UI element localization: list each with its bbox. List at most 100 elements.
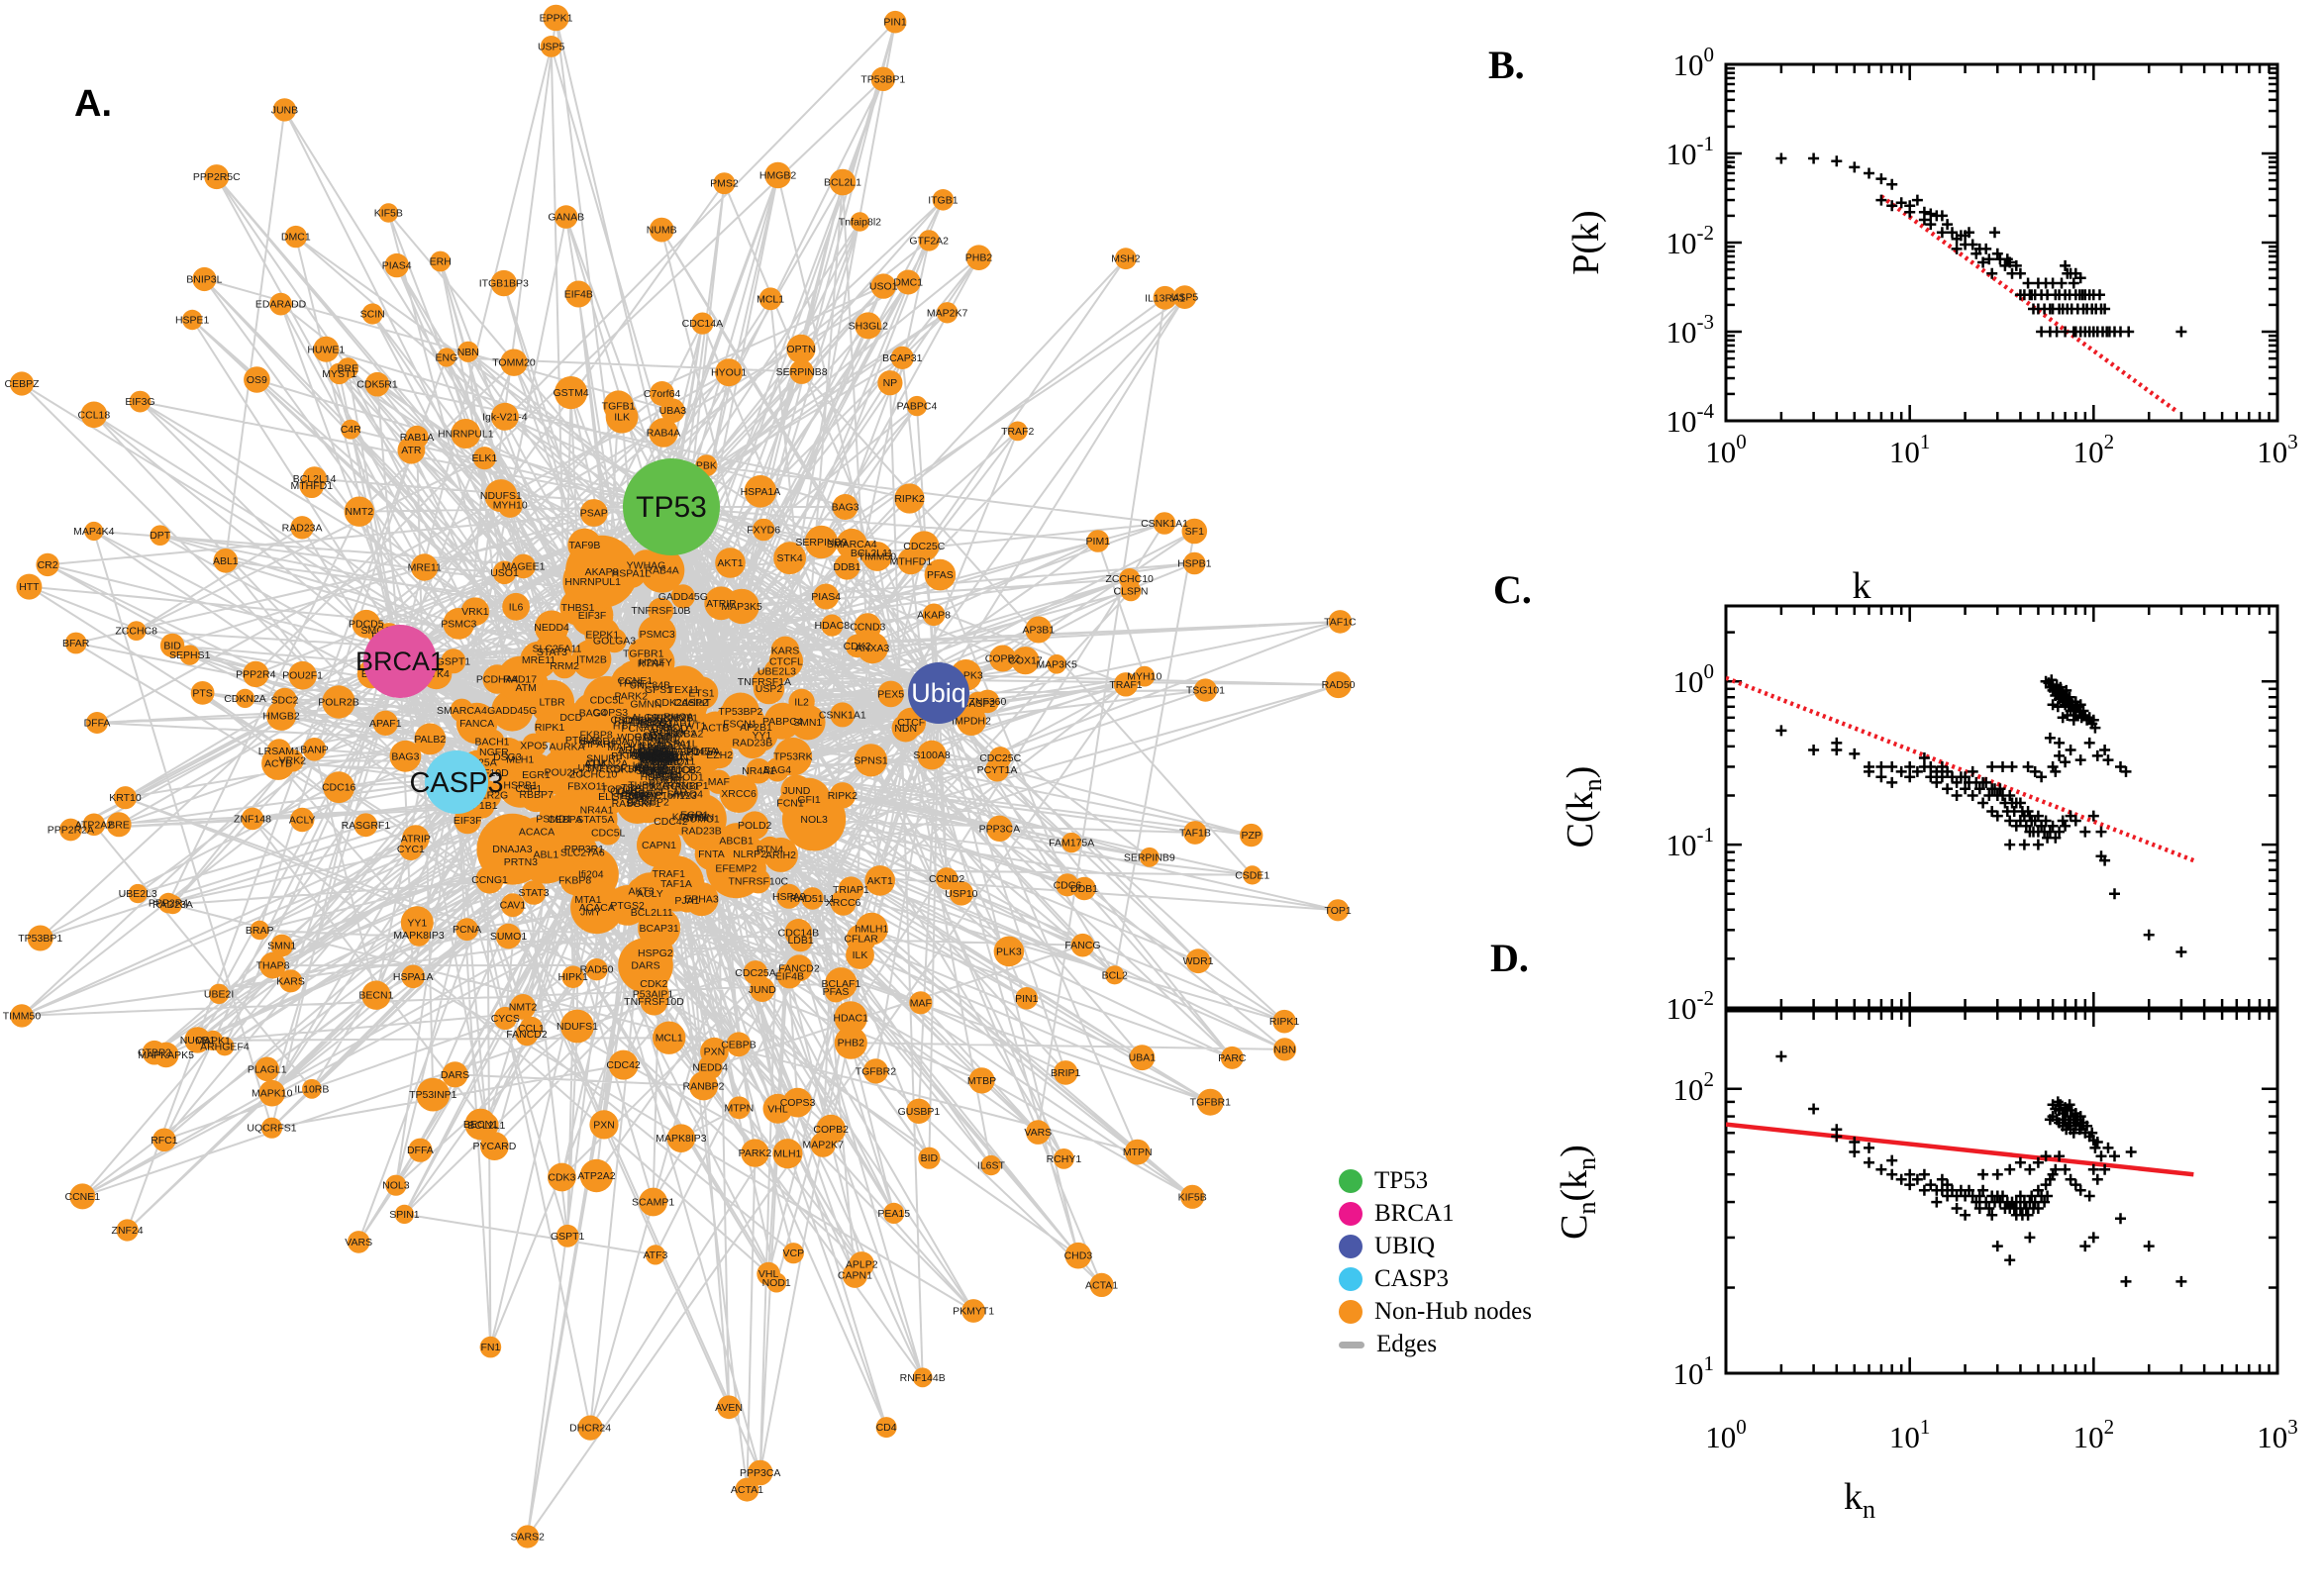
network-node-label: CTCFL [769,655,803,667]
network-node-label: RASGRF1 [612,798,661,810]
network-node-label: EGR1 [680,810,709,822]
network-node [150,525,170,546]
network-node-label: PCYT1A [977,764,1018,776]
network-node [628,638,659,669]
network-node-label: FXYD6 [747,525,780,537]
network-node-label: FAM175A [1049,838,1094,849]
network-node [993,936,1025,967]
network-node-label: CCNE1 [65,1191,101,1203]
legend-label: CASP3 [1374,1265,1450,1292]
network-node-label: PFAS [823,986,850,998]
network-node-label: XRCC6 [721,788,757,800]
network-node [638,907,681,949]
network-node-label: PLK3 [996,946,1022,957]
network-node-label: PKMYT1 [953,1306,994,1318]
network-node [1086,530,1110,552]
network-node-label: YY1 [752,730,771,742]
network-node-label: NBN [457,347,479,358]
network-node-label: IL13RA2 [639,741,679,752]
network-node-label: NBN [1273,1044,1295,1055]
network-node-label: RAB1A [400,432,434,444]
network-node-label: RHOA [663,711,693,723]
network-node [608,1049,639,1080]
network-node-label: UBE2L3 [758,666,796,678]
network-node-label: GSPT1 [551,1231,585,1243]
network-node-label: HTT [19,581,40,593]
network-node [1185,948,1211,974]
network-node [399,837,423,861]
network-node-label: CTBP2 [138,1047,171,1059]
network-node [259,951,286,979]
network-node-label: PPP2R4 [236,668,275,680]
network-node-label: KIAA0087 [620,749,666,761]
network-node-label: USF2 [577,762,604,774]
network-node [834,553,860,580]
network-node [717,1395,741,1420]
network-node [829,782,857,809]
network-node [752,518,775,542]
network-node-labels: PIM1MAPK10EPPK1USO1GSPT1UBE4BFSCN1DFFASP… [3,13,1357,1544]
network-node [801,887,824,910]
network-node-label: DCD [559,712,582,724]
network-node [1113,672,1139,697]
network-node [1054,1148,1074,1169]
network-node-label: HYOU1 [711,367,747,379]
network-node [785,954,813,982]
network-node [460,597,490,626]
network-node-label: ATM [516,682,537,694]
network-node-label: BAG3 [832,502,859,514]
network-node-label: UBA3 [648,749,675,761]
network-node-label: PSMD1 [536,814,571,826]
network-node-label: GANAB [635,732,671,744]
network-node-label: FKBP8 [579,729,612,741]
network-node [854,613,881,641]
network-node-label: NEDD8 [660,764,696,776]
network-node-label: TGFBR2 [856,1065,897,1077]
network-node-label: RASGRF1 [342,820,391,832]
network-node-label: SCAMP1 [632,1197,674,1209]
network-node-label: XPO5 [520,740,548,751]
network-node [816,1114,847,1145]
network-node-label: IL13RA1 [1145,292,1185,304]
network-node [378,203,399,223]
network-node-label: KLF6 [640,759,664,771]
network-node-label: MTBP [967,1075,996,1087]
network-node-label: CSF1 [515,783,542,795]
network-node-label: BAG4 [763,764,791,776]
network-node-label: PPA1 [645,754,670,766]
network-node-label: MCL1 [757,293,784,305]
network-node [773,737,813,776]
network-node [637,823,681,868]
network-node-label: UBA3 [659,405,687,417]
network-node-label: CDC5L [591,828,626,840]
network-node [290,516,314,540]
network-node-label: ACTB [264,758,292,770]
network-node-label: MTA1 [574,894,601,906]
network-node-label: PABPC4 [897,401,938,413]
network-node [741,1139,769,1167]
network-node [179,645,200,665]
network-node [713,172,736,195]
network-node-label: ITGB1BP3 [479,278,529,290]
network-node [776,883,802,909]
network-node-label: MYH10 [493,500,528,512]
network-node-label: UBE2L3 [119,888,157,900]
network-node-label: TOP1 [1324,905,1351,917]
network-node-label: TAF1B [1179,828,1211,840]
network-node [1272,1009,1296,1034]
network-node-label: CSDE1 [610,715,645,727]
network-node-label: USO1 [490,567,519,579]
network-node [1153,512,1176,535]
network-node [649,217,674,243]
network-node [493,1006,517,1031]
node-dot-icon [1339,1235,1363,1258]
network-node-label: GADD45G [487,705,537,717]
network-node-label: CDC42 [606,1059,641,1071]
network-node [770,636,800,665]
network-node-label: HIPK1 [558,971,589,983]
network-node [541,633,573,665]
network-node-label: BRAP [634,789,662,801]
network-node [1072,876,1096,901]
network-node-label: Igk-V21-4 [482,411,528,423]
